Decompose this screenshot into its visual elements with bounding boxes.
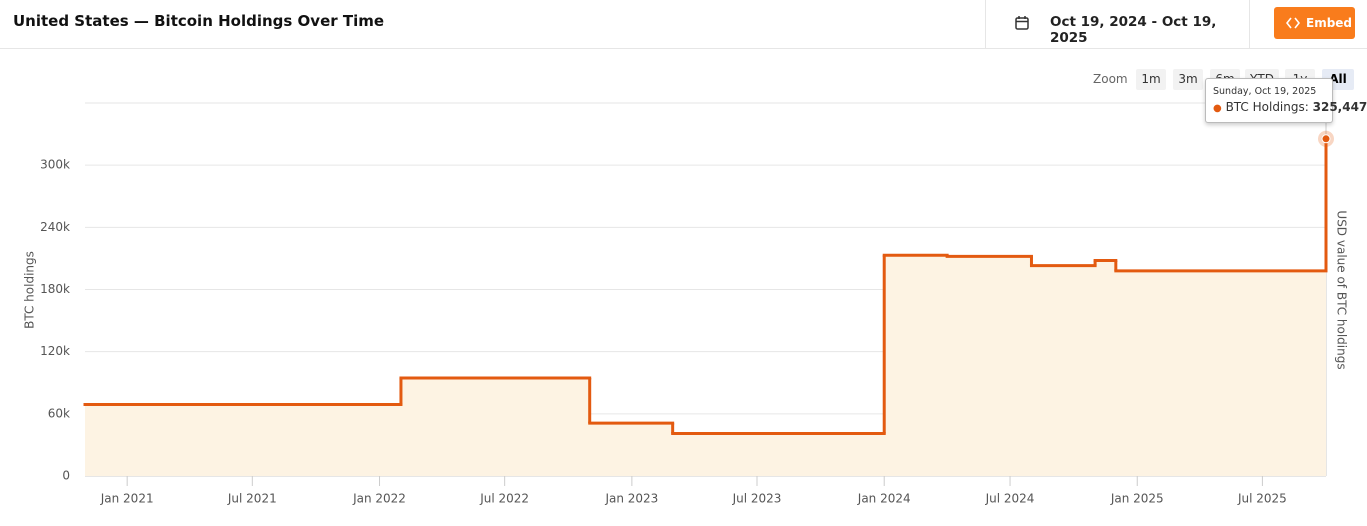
x-tick-label: Jul 2024 [985, 492, 1035, 506]
x-tick-label: Jan 2025 [1110, 492, 1164, 506]
y-tick-label: 180k [40, 282, 70, 296]
tooltip-dot: ● [1213, 103, 1222, 114]
tooltip: Sunday, Oct 19, 2025 ● BTC Holdings: 325… [1205, 78, 1367, 123]
x-tick-label: Jul 2023 [732, 492, 782, 506]
zoom-button[interactable]: 1m [1136, 69, 1166, 90]
y-tick-label: 60k [48, 406, 70, 420]
y-tick-label: 240k [40, 220, 70, 234]
x-tick-label: Jul 2022 [479, 492, 529, 506]
x-tick-label: Jul 2021 [227, 492, 277, 506]
zoom-button[interactable]: 3m [1173, 69, 1203, 90]
tooltip-row: ● BTC Holdings: 325,447 [1213, 100, 1367, 114]
tooltip-value: 325,447 [1312, 100, 1367, 114]
page-title: United States — Bitcoin Holdings Over Ti… [13, 12, 385, 30]
y-tick-label: 120k [40, 344, 70, 358]
y-tick-label: 300k [40, 158, 70, 172]
header: United States — Bitcoin Holdings Over Ti… [0, 0, 1367, 49]
embed-button[interactable]: Embed [1274, 7, 1355, 39]
y2-axis-label: USD value of BTC holdings [1335, 210, 1349, 369]
code-icon [1286, 17, 1300, 29]
embed-label: Embed [1306, 16, 1353, 30]
x-tick-label: Jan 2022 [352, 492, 406, 506]
area-fill [85, 138, 1326, 476]
y-tick-label: 0 [62, 469, 70, 483]
tooltip-label: BTC Holdings: [1225, 100, 1309, 114]
zoom-label: Zoom [1093, 72, 1128, 86]
x-tick-label: Jan 2024 [857, 492, 911, 506]
date-picker[interactable]: Oct 19, 2024 - Oct 19, 2025 [985, 0, 1250, 48]
x-tick-label: Jul 2025 [1237, 492, 1287, 506]
date-range: Oct 19, 2024 - Oct 19, 2025 [1050, 14, 1217, 46]
x-tick-label: Jan 2021 [100, 492, 154, 506]
calendar-icon [1015, 16, 1029, 30]
y-axis-label: BTC holdings [23, 251, 37, 329]
tooltip-date: Sunday, Oct 19, 2025 [1213, 86, 1317, 97]
point [1321, 134, 1331, 144]
x-tick-label: Jan 2023 [604, 492, 658, 506]
